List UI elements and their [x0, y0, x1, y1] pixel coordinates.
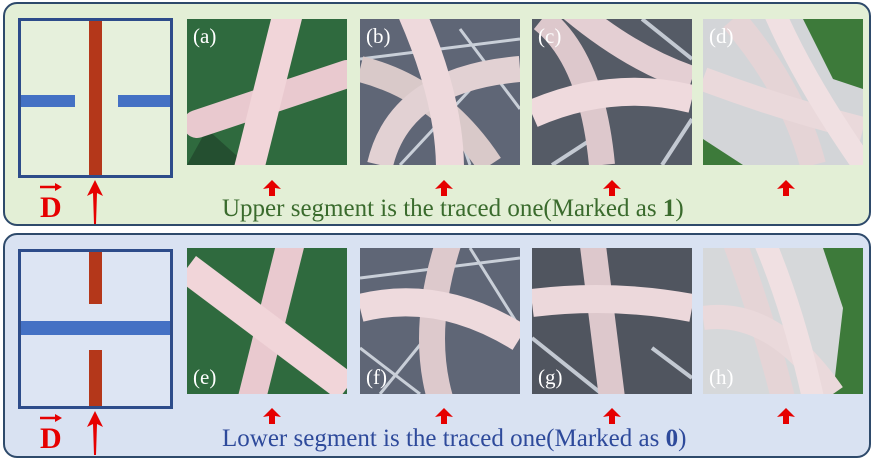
photo-a: (a) — [187, 19, 347, 165]
lower-crossing-schematic — [18, 249, 173, 409]
image-label: (e) — [193, 365, 217, 389]
up-arrow-icon — [263, 408, 281, 424]
rope-crossing-image — [187, 19, 347, 165]
image-label: (d) — [709, 24, 734, 48]
up-arrow-icon — [435, 180, 453, 196]
photo-c: (c) — [532, 19, 692, 165]
photo-f: (f) — [360, 248, 520, 394]
rope-crossing-image — [360, 248, 520, 394]
image-label: (f) — [366, 365, 387, 389]
traced-segment-upper — [89, 252, 102, 304]
up-arrow-icon — [87, 411, 103, 455]
caption-mark: 0 — [665, 425, 679, 452]
rope-crossing-image — [703, 19, 863, 165]
rope-crossing-image — [703, 248, 863, 394]
crossing-segment-left — [21, 95, 75, 107]
photo-b: (b) — [360, 19, 520, 165]
photo-g: (g) — [532, 248, 692, 394]
photo-d: (d) — [703, 19, 863, 165]
vector-arrow-icon — [40, 414, 62, 422]
upper-segment-panel: D (a) (b) (c) — [3, 2, 871, 226]
up-arrow-icon — [263, 180, 281, 196]
direction-indicator-top: D — [35, 180, 115, 228]
direction-indicator-bottom: D — [35, 411, 115, 459]
traced-segment-lower — [89, 350, 102, 406]
image-label: (a) — [193, 24, 217, 48]
upper-caption: Upper segment is the traced one(Marked a… — [222, 195, 684, 223]
image-label: (b) — [366, 24, 391, 48]
caption-end: ) — [675, 195, 684, 222]
up-arrow-icon — [603, 180, 621, 196]
image-label: (h) — [709, 365, 734, 389]
photo-e: (e) — [187, 248, 347, 394]
direction-label: D — [40, 191, 62, 224]
traced-segment-vertical — [89, 21, 102, 175]
direction-label: D — [40, 422, 62, 455]
up-arrow-icon — [435, 408, 453, 424]
up-arrow-icon — [777, 408, 795, 424]
rope-crossing-image — [532, 19, 692, 165]
caption-mark: 1 — [662, 195, 676, 222]
upper-crossing-schematic — [18, 18, 173, 178]
rope-crossing-image — [360, 19, 520, 165]
rope-crossing-image — [532, 248, 692, 394]
lower-caption: Lower segment is the traced one(Marked a… — [222, 425, 686, 453]
vector-arrow-icon — [40, 183, 62, 191]
caption-text: Upper segment is the traced one(Marked a… — [222, 195, 663, 222]
image-label: (g) — [538, 365, 563, 389]
up-arrow-icon — [603, 408, 621, 424]
rope-crossing-image — [187, 248, 347, 394]
photo-h: (h) — [703, 248, 863, 394]
up-arrow-icon — [87, 180, 103, 224]
crossing-segment-horizontal — [21, 321, 170, 335]
lower-segment-panel: D (e) (f) (g) — [3, 233, 871, 458]
up-arrow-icon — [777, 180, 795, 196]
image-label: (c) — [538, 24, 562, 48]
caption-end: ) — [678, 425, 687, 452]
crossing-segment-right — [118, 95, 170, 107]
caption-text: Lower segment is the traced one(Marked a… — [222, 425, 666, 452]
